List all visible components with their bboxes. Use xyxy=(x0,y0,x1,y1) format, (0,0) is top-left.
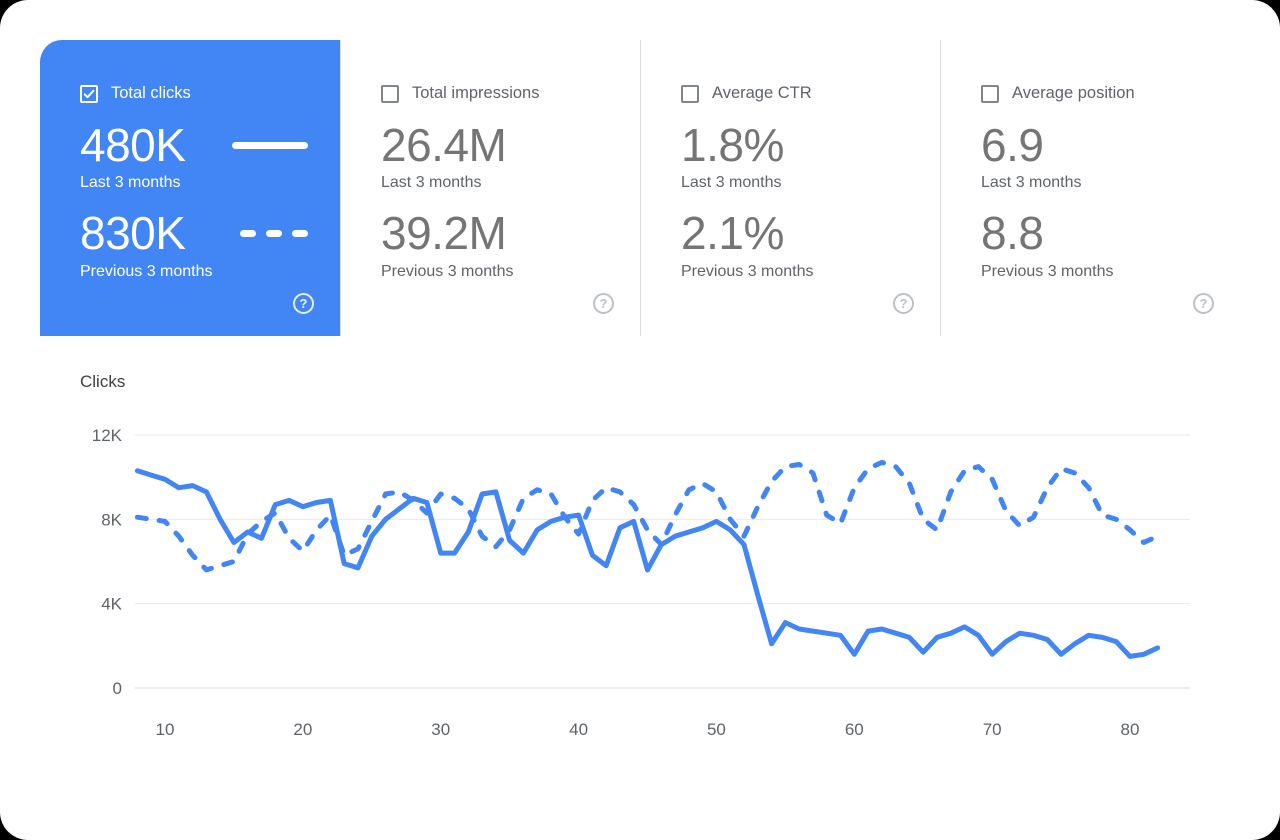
metric-card-total-clicks[interactable]: Total clicks 480K Last 3 months 830K Pre… xyxy=(40,40,340,336)
y-axis-tick-label: 0 xyxy=(113,679,122,698)
x-axis-tick-label: 80 xyxy=(1121,720,1140,739)
card-header: Total clicks xyxy=(80,84,310,103)
secondary-value: 830K xyxy=(80,207,186,260)
secondary-caption: Previous 3 months xyxy=(981,262,1114,280)
checkmark-icon xyxy=(83,89,95,98)
secondary-metric-row: 830K xyxy=(80,207,310,260)
metric-label: Average position xyxy=(1012,84,1135,102)
y-axis-tick-label: 12K xyxy=(92,426,123,445)
primary-caption: Last 3 months xyxy=(80,174,181,192)
primary-value: 26.4M xyxy=(381,119,507,171)
total-clicks-checkbox-checked[interactable] xyxy=(80,84,98,103)
solid-series-line xyxy=(134,468,1161,659)
x-axis-tick-label: 10 xyxy=(156,720,175,739)
secondary-caption: Previous 3 months xyxy=(381,262,514,280)
secondary-caption: Previous 3 months xyxy=(80,262,213,280)
x-axis-tick-label: 40 xyxy=(569,720,588,739)
primary-caption: Last 3 months xyxy=(981,174,1082,192)
x-axis-tick-label: 20 xyxy=(293,720,312,739)
primary-metric-row: 6.9 xyxy=(981,119,1210,171)
help-icon[interactable]: ? xyxy=(593,293,614,314)
secondary-value: 8.8 xyxy=(981,207,1044,260)
x-axis-tick-label: 30 xyxy=(431,720,450,739)
metric-label: Total impressions xyxy=(412,84,540,102)
x-axis-tick-label: 60 xyxy=(845,720,864,739)
chart-axis-title: Clicks xyxy=(80,372,126,391)
primary-value: 6.9 xyxy=(981,119,1044,171)
total-impressions-checkbox-unchecked[interactable] xyxy=(381,84,399,103)
secondary-value: 39.2M xyxy=(381,207,507,260)
secondary-metric-row: 8.8 xyxy=(981,207,1210,260)
secondary-value: 2.1% xyxy=(681,207,784,260)
x-axis-tick-label: 50 xyxy=(707,720,726,739)
help-icon[interactable]: ? xyxy=(893,293,914,314)
dashed-series-line xyxy=(134,459,1161,573)
secondary-caption: Previous 3 months xyxy=(681,262,814,280)
help-icon[interactable]: ? xyxy=(293,293,314,314)
primary-caption: Last 3 months xyxy=(681,174,782,192)
primary-metric-row: 480K xyxy=(80,121,310,169)
dashed-line-legend-icon xyxy=(240,229,308,237)
metric-card-total-impressions[interactable]: Total impressions 26.4M Last 3 months 39… xyxy=(340,40,640,336)
secondary-metric-row: 2.1% xyxy=(681,207,910,260)
card-header: Average position xyxy=(981,84,1210,103)
metric-label: Total clicks xyxy=(111,84,191,102)
metric-cards-row: Total clicks 480K Last 3 months 830K Pre… xyxy=(40,40,1240,336)
primary-caption: Last 3 months xyxy=(381,174,482,192)
metric-card-average-ctr[interactable]: Average CTR 1.8% Last 3 months 2.1% Prev… xyxy=(640,40,940,336)
primary-value: 1.8% xyxy=(681,119,784,171)
card-header: Total impressions xyxy=(381,84,610,103)
y-axis-tick-label: 8K xyxy=(101,510,122,529)
average-position-checkbox-unchecked[interactable] xyxy=(981,84,999,103)
x-axis-tick-label: 70 xyxy=(983,720,1002,739)
clicks-line-chart[interactable]: 0 4K 8K 12K 10 20 30 40 50 60 70 80 xyxy=(0,400,1280,780)
metric-label: Average CTR xyxy=(712,84,812,102)
card-header: Average CTR xyxy=(681,84,910,103)
metric-card-average-position[interactable]: Average position 6.9 Last 3 months 8.8 P… xyxy=(940,40,1240,336)
primary-value: 480K xyxy=(80,119,186,171)
solid-line-legend-icon xyxy=(232,141,308,149)
secondary-metric-row: 39.2M xyxy=(381,207,610,260)
primary-metric-row: 26.4M xyxy=(381,119,610,171)
y-axis-tick-label: 4K xyxy=(101,595,122,614)
help-icon[interactable]: ? xyxy=(1193,293,1214,314)
average-ctr-checkbox-unchecked[interactable] xyxy=(681,84,699,103)
primary-metric-row: 1.8% xyxy=(681,119,910,171)
